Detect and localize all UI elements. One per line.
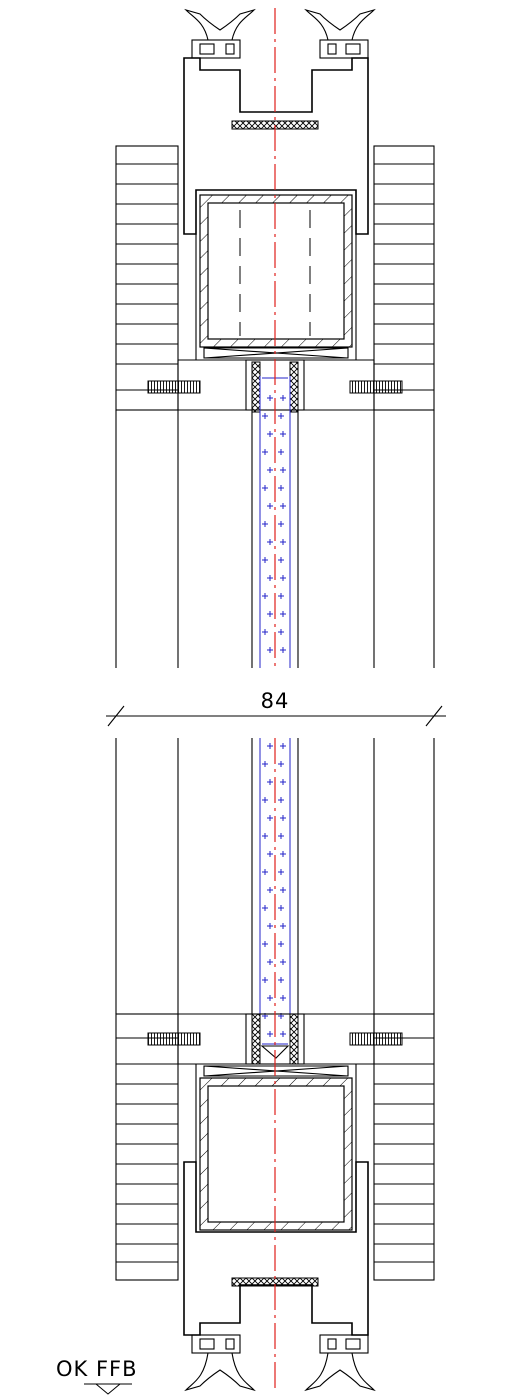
glazing-cross-mark (262, 521, 268, 527)
glazing-cross-mark (280, 539, 286, 545)
lower-glazing-seal-left (251, 1013, 261, 1065)
glazing-cross-mark (267, 539, 273, 545)
lower-gasket-right (304, 1334, 376, 1392)
glazing-cross-mark (262, 905, 268, 911)
glazing-cross-mark (278, 797, 284, 803)
upper-gasket-left (184, 8, 256, 59)
glazing-cross-mark (267, 1031, 273, 1037)
glazing-cross-mark (267, 779, 273, 785)
glazing-cross-mark (280, 395, 286, 401)
upper-glazing-seal-left (251, 361, 261, 413)
upper-cladding-right (373, 145, 435, 411)
lower-steel-tube (199, 1077, 353, 1231)
glazing-cross-mark (267, 575, 273, 581)
glazing-cross-mark (267, 647, 273, 653)
glazing-cross-mark (280, 431, 286, 437)
glazing-cross-mark (280, 887, 286, 893)
glazing-cross-mark (278, 905, 284, 911)
glazing-cross-mark (278, 413, 284, 419)
glazing-cross-mark (280, 611, 286, 617)
lower-section (115, 738, 435, 1392)
glazing-cross-mark (267, 815, 273, 821)
glazing-cross-mark (262, 941, 268, 947)
upper-gasket-right (304, 8, 376, 59)
upper-glazing-seal-right (289, 361, 299, 413)
glazing-cross-mark (280, 995, 286, 1001)
lower-gasket-left (184, 1334, 256, 1392)
lower-cladding-right (373, 1013, 435, 1281)
glazing-cross-mark (262, 797, 268, 803)
glazing-cross-mark (280, 815, 286, 821)
level-label: OK FFB (56, 1357, 138, 1381)
glazing-cross-mark (278, 869, 284, 875)
glazing-cross-mark (267, 611, 273, 617)
glazing-cross-mark (280, 1031, 286, 1037)
glazing-cross-mark (278, 833, 284, 839)
glazing-cross-mark (278, 557, 284, 563)
glazing-cross-mark (280, 647, 286, 653)
glazing-cross-mark (262, 413, 268, 419)
glazing-cross-mark (267, 959, 273, 965)
glazing-cross-mark (267, 431, 273, 437)
glazing-cross-mark (262, 761, 268, 767)
glazing-cross-mark (262, 977, 268, 983)
upper-cladding-left (115, 145, 179, 411)
lower-glazing-seal-right (289, 1013, 299, 1065)
glazing-cross-mark (280, 503, 286, 509)
upper-steel-tube (199, 194, 353, 348)
dimension-line: 84 (106, 689, 446, 727)
glazing-cross-mark (280, 467, 286, 473)
glazing-cross-mark (267, 467, 273, 473)
glazing-cross-mark (278, 485, 284, 491)
glazing-cross-mark (262, 485, 268, 491)
glazing-cross-mark (267, 851, 273, 857)
glazing-cross-mark (278, 593, 284, 599)
glazing-cross-mark (278, 449, 284, 455)
glazing-cross-mark (280, 743, 286, 749)
glazing-cross-mark (280, 923, 286, 929)
glazing-cross-mark (278, 977, 284, 983)
lower-screw-left (147, 1032, 201, 1046)
glazing-cross-mark (267, 923, 273, 929)
upper-screw-left (147, 380, 201, 394)
glazing-cross-mark (278, 761, 284, 767)
glazing-cross-mark (267, 395, 273, 401)
glazing-cross-mark (262, 593, 268, 599)
glazing-cross-mark (262, 869, 268, 875)
glazing-cross-mark (280, 851, 286, 857)
glazing-cross-mark (262, 557, 268, 563)
glazing-cross-mark (262, 833, 268, 839)
lower-screw-right (349, 1032, 403, 1046)
glazing-cross-mark (267, 743, 273, 749)
glazing-cross-mark (262, 629, 268, 635)
glazing-cross-mark (278, 941, 284, 947)
glazing-cross-mark (278, 629, 284, 635)
glazing-cross-mark (262, 449, 268, 455)
glazing-cross-mark (280, 779, 286, 785)
lower-cladding-left (115, 1013, 179, 1281)
upper-glass-pane (251, 376, 299, 668)
floor-level-marker: OK FFB (56, 1357, 138, 1395)
glazing-cross-mark (267, 995, 273, 1001)
dimension-value: 84 (261, 689, 290, 713)
glazing-cross-mark (280, 959, 286, 965)
glazing-cross-mark (267, 503, 273, 509)
glazing-cross-mark (267, 887, 273, 893)
lower-glass-pane (251, 738, 299, 1046)
glazing-cross-mark (278, 521, 284, 527)
upper-screw-right (349, 380, 403, 394)
glazing-cross-mark (280, 575, 286, 581)
level-triangle-icon (94, 1383, 122, 1395)
